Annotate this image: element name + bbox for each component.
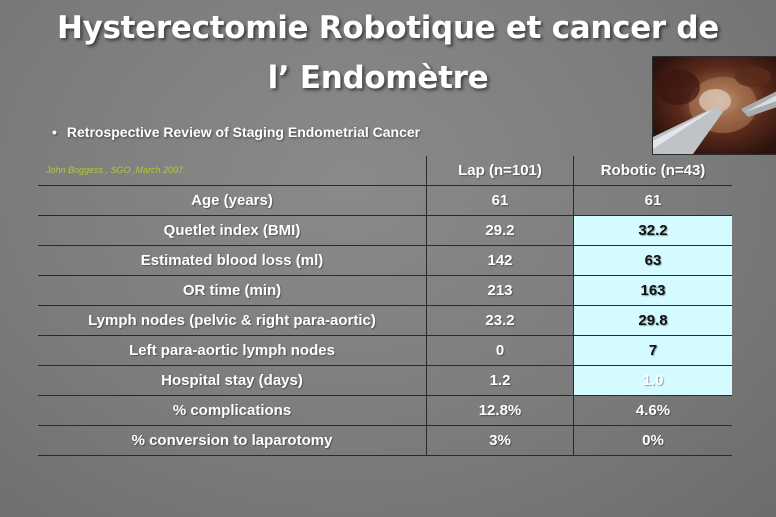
table-row: Lymph nodes (pelvic & right para-aortic)… <box>38 305 732 336</box>
results-table: Lap (n=101) Robotic (n=43) Age (years) 6… <box>38 156 732 456</box>
lap-value: 12.8% <box>426 395 574 426</box>
header-robotic: Robotic (n=43) <box>573 156 732 186</box>
lap-value: 61 <box>426 185 574 216</box>
row-label: Quetlet index (BMI) <box>38 215 427 246</box>
slide-title-line-1: Hysterectomie Robotique et cancer de <box>56 10 720 46</box>
lap-value: 0 <box>426 335 574 366</box>
row-label: Lymph nodes (pelvic & right para-aortic) <box>38 305 427 336</box>
surgical-photo <box>652 56 776 155</box>
table-row: OR time (min) 213 163 <box>38 275 732 306</box>
header-lap: Lap (n=101) <box>426 156 574 186</box>
table-row: Left para-aortic lymph nodes 0 7 <box>38 335 732 366</box>
row-label: Left para-aortic lymph nodes <box>38 335 427 366</box>
row-label: Estimated blood loss (ml) <box>38 245 427 276</box>
table-row: Quetlet index (BMI) 29.2 32.2 <box>38 215 732 246</box>
bullet-point: • Retrospective Review of Staging Endomet… <box>52 124 420 140</box>
row-label: % conversion to laparotomy <box>38 425 427 456</box>
robotic-value: 1.0 <box>573 365 732 396</box>
lap-value: 3% <box>426 425 574 456</box>
table-row: Age (years) 61 61 <box>38 185 732 216</box>
row-label: Hospital stay (days) <box>38 365 427 396</box>
slide-title-line-2: l’ Endomètre <box>267 60 489 96</box>
lap-value: 142 <box>426 245 574 276</box>
table-row: % conversion to laparotomy 3% 0% <box>38 425 732 456</box>
table-row: Hospital stay (days) 1.2 1.0 <box>38 365 732 396</box>
table-header-row: Lap (n=101) Robotic (n=43) <box>38 156 732 186</box>
robotic-value: 7 <box>573 335 732 366</box>
robotic-value: 61 <box>573 185 732 216</box>
lap-value: 29.2 <box>426 215 574 246</box>
bullet-text: Retrospective Review of Staging Endometr… <box>66 124 421 140</box>
robotic-value: 32.2 <box>573 215 732 246</box>
robotic-value: 0% <box>573 425 732 456</box>
bullet-icon: • <box>52 124 57 140</box>
lap-value: 213 <box>426 275 574 306</box>
robotic-value: 29.8 <box>573 305 732 336</box>
robotic-value: 63 <box>573 245 732 276</box>
table-row: Estimated blood loss (ml) 142 63 <box>38 245 732 276</box>
surgical-instruments-image <box>653 67 776 154</box>
table-row: % complications 12.8% 4.6% <box>38 395 732 426</box>
robotic-value: 4.6% <box>573 395 732 426</box>
row-label: Age (years) <box>38 185 427 216</box>
lap-value: 1.2 <box>426 365 574 396</box>
row-label: % complications <box>38 395 427 426</box>
header-empty <box>38 156 427 186</box>
lap-value: 23.2 <box>426 305 574 336</box>
robotic-value: 163 <box>573 275 732 306</box>
row-label: OR time (min) <box>38 275 427 306</box>
